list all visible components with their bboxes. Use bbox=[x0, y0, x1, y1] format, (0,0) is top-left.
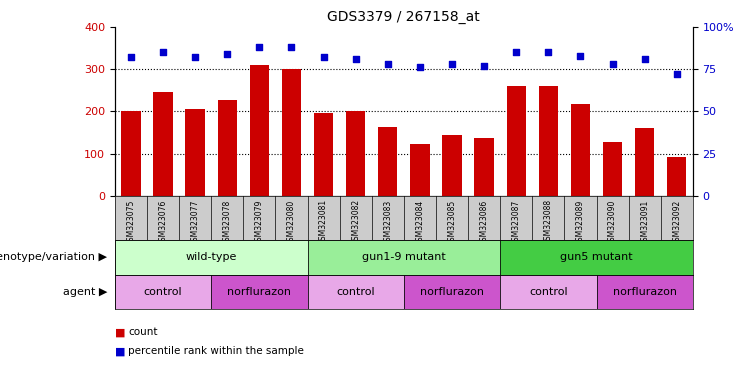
Text: GSM323085: GSM323085 bbox=[448, 199, 456, 246]
Text: gun1-9 mutant: gun1-9 mutant bbox=[362, 252, 446, 262]
Text: GSM323080: GSM323080 bbox=[287, 199, 296, 246]
Point bbox=[478, 63, 490, 69]
Point bbox=[511, 49, 522, 55]
Bar bbox=[378, 127, 397, 196]
Text: gun5 mutant: gun5 mutant bbox=[560, 252, 633, 262]
Point bbox=[574, 53, 586, 59]
Bar bbox=[314, 113, 333, 196]
Bar bbox=[308, 240, 500, 275]
Bar bbox=[282, 69, 301, 196]
Bar bbox=[500, 275, 597, 309]
Text: ■: ■ bbox=[115, 346, 125, 356]
Bar bbox=[667, 157, 686, 196]
Text: GSM323075: GSM323075 bbox=[127, 199, 136, 246]
Point bbox=[285, 44, 297, 50]
Text: GSM323081: GSM323081 bbox=[319, 199, 328, 245]
Bar bbox=[115, 275, 211, 309]
Text: GSM323090: GSM323090 bbox=[608, 199, 617, 246]
Bar bbox=[211, 275, 308, 309]
Text: GSM323088: GSM323088 bbox=[544, 199, 553, 245]
Point bbox=[382, 61, 393, 67]
Bar bbox=[250, 65, 269, 196]
Bar bbox=[115, 240, 308, 275]
Text: agent ▶: agent ▶ bbox=[63, 287, 107, 297]
Text: control: control bbox=[529, 287, 568, 297]
Text: GSM323077: GSM323077 bbox=[190, 199, 199, 246]
Point bbox=[542, 49, 554, 55]
Text: genotype/variation ▶: genotype/variation ▶ bbox=[0, 252, 107, 262]
Bar bbox=[308, 275, 404, 309]
Title: GDS3379 / 267158_at: GDS3379 / 267158_at bbox=[328, 10, 480, 25]
Bar bbox=[500, 240, 693, 275]
Bar bbox=[411, 144, 430, 196]
Text: norflurazon: norflurazon bbox=[613, 287, 677, 297]
Point bbox=[671, 71, 682, 77]
Bar bbox=[442, 135, 462, 196]
Text: GSM323091: GSM323091 bbox=[640, 199, 649, 246]
Point bbox=[222, 51, 233, 57]
Point bbox=[446, 61, 458, 67]
Text: GSM323089: GSM323089 bbox=[576, 199, 585, 246]
Text: norflurazon: norflurazon bbox=[420, 287, 484, 297]
Bar bbox=[474, 137, 494, 196]
Point bbox=[639, 56, 651, 62]
Text: GSM323092: GSM323092 bbox=[672, 199, 681, 246]
Text: GSM323076: GSM323076 bbox=[159, 199, 167, 246]
Text: GSM323082: GSM323082 bbox=[351, 199, 360, 245]
Text: GSM323087: GSM323087 bbox=[512, 199, 521, 246]
Text: GSM323079: GSM323079 bbox=[255, 199, 264, 246]
Text: count: count bbox=[128, 327, 158, 337]
Point bbox=[350, 56, 362, 62]
Bar bbox=[346, 111, 365, 196]
Point bbox=[125, 54, 137, 60]
Bar bbox=[539, 86, 558, 196]
Bar bbox=[571, 104, 590, 196]
Point bbox=[607, 61, 619, 67]
Text: GSM323078: GSM323078 bbox=[223, 199, 232, 246]
Text: GSM323083: GSM323083 bbox=[383, 199, 392, 246]
Bar bbox=[404, 275, 500, 309]
Point bbox=[189, 54, 201, 60]
Text: ■: ■ bbox=[115, 327, 125, 337]
Point bbox=[253, 44, 265, 50]
Bar bbox=[153, 92, 173, 196]
Text: control: control bbox=[144, 287, 182, 297]
Point bbox=[157, 49, 169, 55]
Bar bbox=[635, 128, 654, 196]
Point bbox=[414, 65, 426, 71]
Bar bbox=[597, 275, 693, 309]
Bar bbox=[218, 99, 237, 196]
Text: control: control bbox=[336, 287, 375, 297]
Bar bbox=[507, 86, 526, 196]
Bar bbox=[122, 111, 141, 196]
Point bbox=[318, 54, 330, 60]
Text: wild-type: wild-type bbox=[185, 252, 237, 262]
Text: percentile rank within the sample: percentile rank within the sample bbox=[128, 346, 304, 356]
Text: GSM323084: GSM323084 bbox=[416, 199, 425, 246]
Bar bbox=[185, 109, 205, 196]
Text: norflurazon: norflurazon bbox=[227, 287, 291, 297]
Bar bbox=[603, 142, 622, 196]
Text: GSM323086: GSM323086 bbox=[479, 199, 488, 246]
